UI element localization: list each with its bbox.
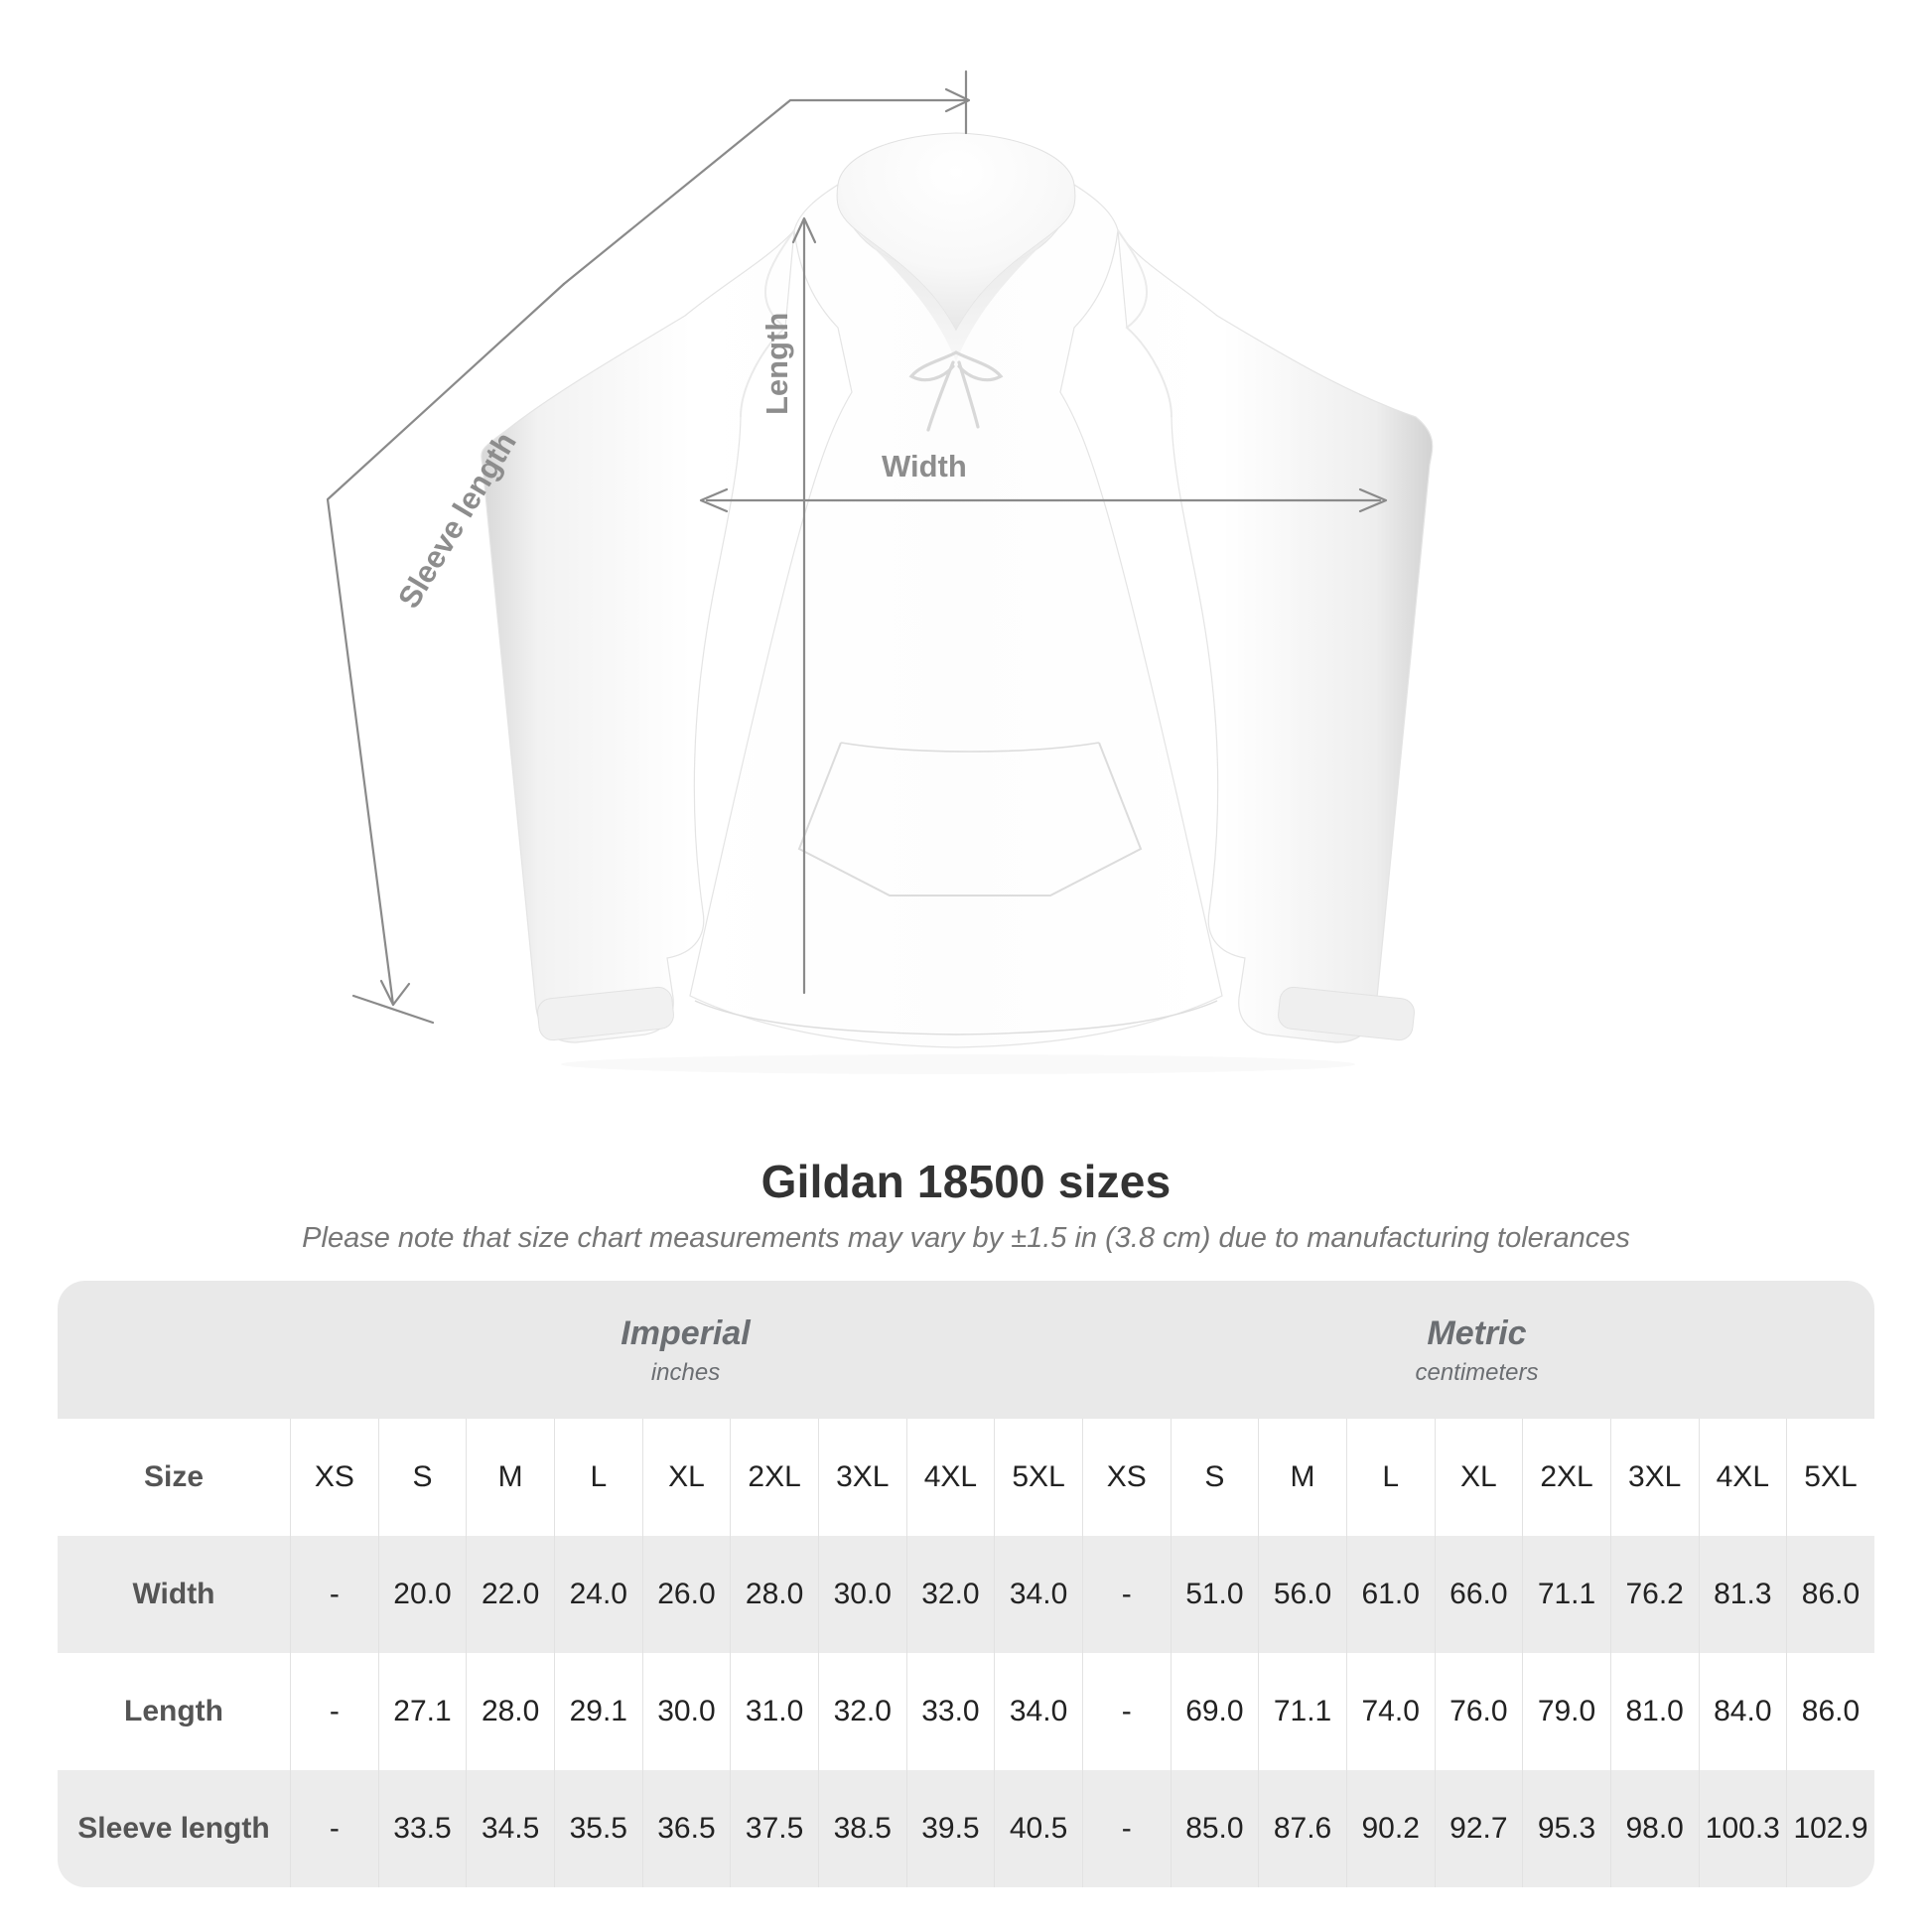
svg-text:Width: Width <box>882 449 967 483</box>
svg-text:Length: Length <box>759 313 794 415</box>
